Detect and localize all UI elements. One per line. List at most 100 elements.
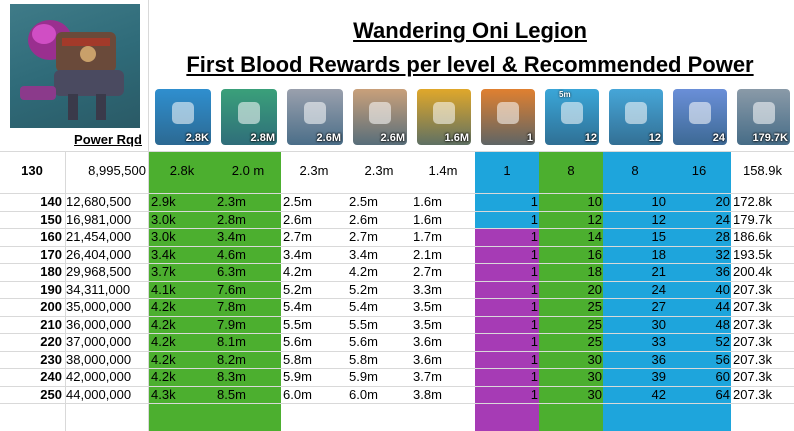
reward-cell: 1 — [530, 194, 538, 209]
reward-cell: 207.3k — [733, 316, 773, 332]
row-power: 34,311,000 — [66, 281, 131, 297]
boss-illustration — [20, 20, 124, 120]
reward-cell: 2.1m — [413, 246, 442, 262]
reward-cell: 1 — [530, 369, 538, 384]
row-divider — [0, 298, 794, 299]
row-divider — [0, 385, 794, 387]
reward-cell: 200.4k — [733, 264, 773, 279]
reward-cell: 18 — [651, 246, 666, 262]
exp-book-icon: 2.8M — [221, 89, 277, 145]
row-level: 190 — [40, 281, 62, 297]
reward-cell: 2.3m — [217, 194, 246, 209]
column-fill-6 — [539, 151, 603, 431]
reward-cell: 207.3k — [733, 299, 773, 314]
reward-cell: 2.7m — [413, 264, 442, 279]
reward-cell: 1 — [530, 351, 538, 367]
reward-cell: 1 — [530, 386, 538, 402]
row-power: 26,404,000 — [66, 246, 132, 262]
row-power: 44,000,000 — [66, 386, 132, 402]
reward-cell: 4.1k — [151, 281, 176, 297]
reward-cell: 3.5m — [413, 299, 442, 314]
reward-cell: 7.6m — [217, 281, 246, 297]
reward-cell: 207.3k — [733, 386, 773, 402]
reward-cell: 5.9m — [349, 369, 378, 384]
row-power: 36,000,000 — [66, 316, 132, 332]
reward-cell: 3.4m — [349, 246, 378, 262]
bread-loaf-icon-glyph — [369, 101, 391, 124]
gold-chest-icon-badge: 12 — [648, 132, 661, 144]
reward-cell: 30 — [587, 351, 602, 367]
reward-cell: 5.8m — [349, 351, 378, 367]
bread-loaf-icon-badge: 2.6M — [380, 132, 405, 144]
exp-book-icon-badge: 2.8M — [250, 132, 275, 144]
speedup-rocket-icon: 2.8K — [155, 89, 211, 145]
level-cell: 130 — [21, 163, 43, 178]
gold-chest-icon: 12 — [609, 89, 663, 145]
reward-cell: 12 — [651, 211, 666, 227]
row-power: 37,000,000 — [66, 334, 132, 349]
reward-cell: 4.6m — [217, 246, 246, 262]
gold-coin-icon-glyph — [433, 101, 455, 124]
col-divider — [65, 151, 66, 431]
reward-cell: 18 — [587, 264, 602, 279]
reward-cell: 12 — [587, 211, 602, 227]
reward-cell: 5.6m — [283, 334, 312, 349]
reward-cell: 16 — [587, 246, 602, 262]
reward-cell: 193.5k — [733, 246, 773, 262]
reward-cell: 8 — [631, 163, 639, 178]
reward-cell: 3.0k — [151, 211, 176, 227]
reward-cell: 2.9k — [151, 194, 176, 209]
purple-chest-icon-badge: 24 — [712, 132, 725, 144]
reward-cell: 7.9m — [217, 316, 246, 332]
speedup-5m-icon: 12 5m — [545, 89, 599, 145]
row-level: 200 — [40, 299, 62, 314]
row-level: 230 — [40, 351, 62, 367]
purple-chest-icon-glyph — [689, 101, 711, 124]
reward-cell: 30 — [587, 386, 602, 402]
reward-cell: 1 — [530, 229, 538, 244]
reward-cell: 5.2m — [283, 281, 312, 297]
reward-cell: 2.3m — [299, 163, 329, 178]
reward-cell: 1.6m — [413, 194, 442, 209]
reward-cell: 5.4m — [349, 299, 378, 314]
reward-cell: 39 — [651, 369, 666, 384]
row-divider — [0, 315, 794, 317]
reward-cell: 6.3m — [217, 264, 246, 279]
title-line-1: Wandering Oni Legion — [353, 18, 587, 43]
reward-cell: 1.7m — [413, 229, 442, 244]
column-fill-1 — [215, 151, 281, 431]
speedup-rocket-icon-glyph — [172, 101, 194, 124]
boss-portrait-image — [10, 4, 140, 128]
row-divider — [0, 193, 794, 194]
exp-book-icon-glyph — [238, 101, 260, 124]
row-divider — [0, 403, 794, 404]
reward-cell: 2.5m — [349, 194, 378, 209]
reward-cell: 186.6k — [733, 229, 773, 244]
reward-cell: 2.7m — [283, 229, 312, 244]
purple-chest-icon: 24 — [673, 89, 727, 145]
reward-cell: 4.2k — [151, 351, 176, 367]
reward-cell: 2.8m — [217, 211, 246, 227]
row-level: 160 — [40, 229, 62, 244]
reward-cell: 7.8m — [217, 299, 246, 314]
reward-cell: 207.3k — [733, 351, 773, 367]
reward-cell: 1 — [530, 211, 538, 227]
reward-cell: 179.7k — [733, 211, 773, 227]
row-level: 170 — [40, 246, 62, 262]
column-fill-7 — [603, 151, 667, 431]
reward-cell: 3.4m — [217, 229, 246, 244]
reward-cell: 8.3m — [217, 369, 246, 384]
reward-cell: 1.6m — [413, 211, 442, 227]
reward-cell: 5.5m — [283, 316, 312, 332]
reward-cell: 4.2k — [151, 316, 176, 332]
reward-cell: 4.2k — [151, 369, 176, 384]
row-divider — [0, 263, 794, 264]
reward-cell: 3.5m — [413, 316, 442, 332]
reward-cell: 1 — [530, 334, 538, 349]
reward-cell: 4.2k — [151, 334, 176, 349]
reward-cell: 158.9k — [742, 163, 783, 178]
reward-cell: 3.8m — [413, 386, 442, 402]
hero-purple-fill — [475, 228, 539, 431]
row-power: 35,000,000 — [66, 299, 132, 314]
